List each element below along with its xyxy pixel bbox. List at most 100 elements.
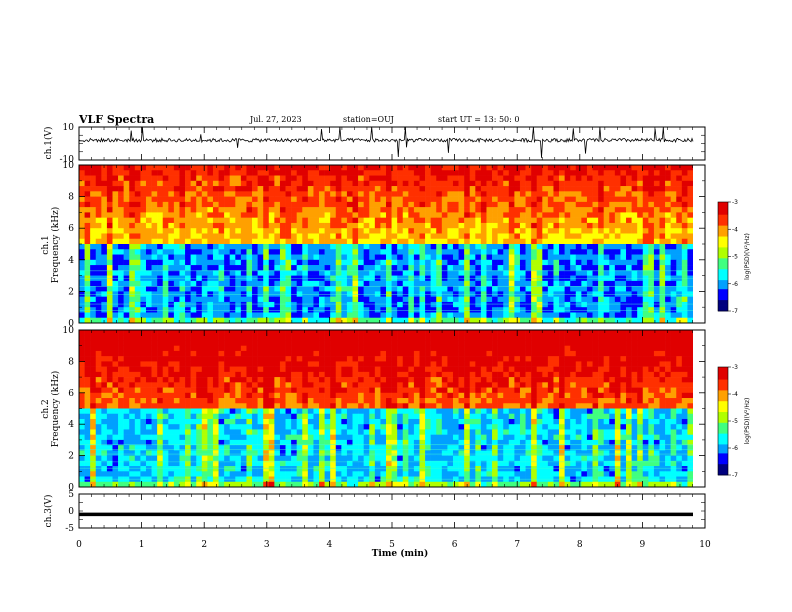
spectrogram-cell [642, 286, 649, 292]
spectrogram-cell [570, 165, 577, 171]
spectrogram-cell [90, 222, 97, 229]
spectrogram-cell [330, 387, 337, 394]
spectrogram-cell [129, 392, 136, 399]
spectrogram-cell [525, 280, 532, 287]
spectrogram-cell [201, 345, 208, 352]
spectrogram-cell [681, 170, 688, 176]
spectrogram-cell [676, 398, 683, 404]
spectrogram-cell [609, 180, 616, 187]
spectrogram-cell [296, 377, 303, 383]
spectrogram-cell [224, 175, 231, 182]
spectrogram-cell [464, 382, 471, 388]
spectrogram-cell [79, 265, 85, 271]
spectrogram-cell [185, 382, 191, 388]
spectrogram-cell [637, 382, 644, 388]
spectrogram-cell [324, 398, 331, 404]
spectrogram-cell [642, 233, 649, 240]
spectrogram-cell [313, 330, 320, 336]
spectrogram-cell [279, 212, 286, 218]
spectrogram-cell [475, 228, 482, 234]
spectrogram-cell [274, 275, 281, 282]
spectrogram-cell [212, 296, 219, 303]
spectrogram-cell [185, 201, 191, 208]
spectrogram-cell [402, 259, 409, 266]
spectrogram-cell [268, 217, 275, 224]
spectrogram-cell [145, 387, 152, 394]
spectrogram-cell [324, 259, 331, 266]
spectrogram-cell [391, 301, 398, 308]
spectrogram-cell [469, 244, 476, 250]
spectrogram-cell [519, 366, 526, 373]
spectrogram-cell [676, 387, 683, 394]
spectrogram-cell [469, 233, 476, 240]
spectrogram-cell [162, 392, 169, 399]
spectrogram-cell [514, 340, 521, 346]
spectrogram-cell [486, 280, 493, 287]
spectrogram-cell [79, 254, 85, 261]
spectrogram-cell [464, 191, 471, 197]
spectrogram-cell [665, 371, 671, 378]
spectrogram-cell [79, 233, 85, 240]
spectrogram-cell [681, 301, 688, 308]
spectrogram-cell [452, 377, 459, 383]
spectrogram-cell [492, 244, 498, 250]
spectrogram-cell [425, 180, 431, 187]
spectrogram-cell [352, 238, 359, 245]
spectrogram-cell [240, 377, 247, 383]
spectrogram-cell [452, 275, 459, 282]
freq-tick-label: 6 [68, 224, 74, 234]
spectrogram-cell [570, 345, 577, 352]
spectrogram-cell [397, 377, 404, 383]
spectrogram-cell [592, 170, 599, 176]
spectrogram-cell [291, 335, 297, 341]
spectrogram-cell [173, 228, 180, 234]
spectrogram-cell [346, 392, 353, 399]
spectrogram-cell [681, 207, 688, 213]
spectrogram-cell [620, 398, 627, 404]
spectrogram-cell [157, 196, 164, 203]
spectrogram-cell [503, 317, 510, 324]
spectrogram-cell [492, 259, 498, 266]
spectrogram-cell [257, 201, 264, 208]
spectrogram-cell [508, 286, 515, 292]
spectrogram-cell [291, 254, 297, 261]
spectrogram-cell [626, 366, 632, 373]
spectrogram-cell [268, 165, 275, 171]
spectrogram-cell [642, 275, 649, 282]
spectrogram-cell [598, 254, 604, 261]
spectrogram-cell [480, 265, 487, 271]
spectrogram-cell [648, 233, 655, 240]
spectrogram-cell [458, 291, 465, 297]
spectrogram-cell [279, 186, 286, 192]
spectrogram-cell [358, 259, 364, 266]
spectrogram-cell [525, 387, 532, 394]
spectrogram-cell [279, 371, 286, 378]
spectrogram-cell [547, 254, 554, 261]
spectrogram-cell [268, 222, 275, 229]
spectrogram-cell [374, 350, 381, 357]
spectrogram-cell [603, 254, 610, 261]
spectrogram-cell [285, 280, 292, 287]
spectrogram-cell [659, 356, 666, 362]
spectrogram-cell [296, 170, 303, 176]
spectrogram-cell [285, 335, 292, 341]
spectrogram-cell [274, 307, 281, 313]
spectrogram-cell [514, 212, 521, 218]
spectrogram-cell [358, 392, 364, 399]
spectrogram-cell [536, 301, 543, 308]
spectrogram-cell [676, 361, 683, 367]
spectrogram-cell [145, 312, 152, 319]
spectrogram-cell [592, 249, 599, 255]
spectrogram-cell [609, 345, 616, 352]
spectrogram-cell [134, 238, 141, 245]
spectrogram-cell [95, 270, 102, 276]
spectrogram-cell [201, 340, 208, 346]
spectrogram-cell [341, 382, 348, 388]
spectrogram-cell [129, 403, 136, 409]
spectrogram-cell [469, 238, 476, 245]
spectrogram-cell [151, 392, 158, 399]
spectrogram-cell [212, 265, 219, 271]
spectrogram-cell [626, 207, 632, 213]
spectrogram-cell [676, 175, 683, 182]
spectrogram-cell [570, 212, 577, 218]
